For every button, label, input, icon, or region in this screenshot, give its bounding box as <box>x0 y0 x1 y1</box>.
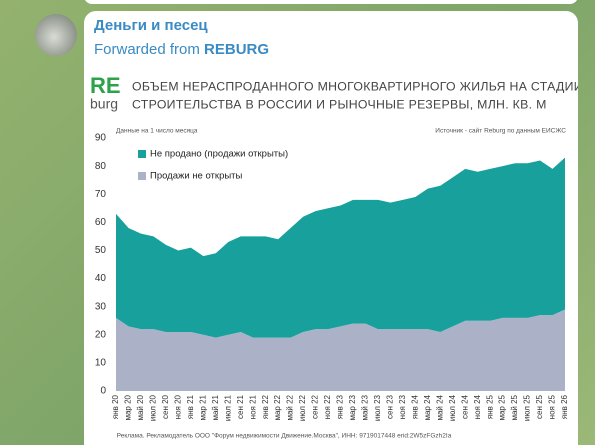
y-tick-label: 80 <box>95 161 107 172</box>
x-tick-label: ноя 25 <box>548 394 557 419</box>
x-tick-label: июл 23 <box>373 394 382 421</box>
x-tick-label: ноя 21 <box>248 394 257 419</box>
x-tick-label: июл 22 <box>298 394 307 421</box>
y-tick-label: 50 <box>95 245 107 256</box>
x-tick-label: май 24 <box>435 394 444 420</box>
legend-swatch <box>138 150 146 158</box>
channel-name[interactable]: Деньги и песец <box>94 17 208 34</box>
chart-title: СТРОИТЕЛЬСТВА В РОССИИ И РЫНОЧНЫЕ РЕЗЕРВ… <box>132 97 547 111</box>
y-tick-label: 10 <box>95 358 107 369</box>
forwarded-prefix: Forwarded from <box>94 41 200 58</box>
x-tick-label: янв 25 <box>485 394 494 419</box>
x-tick-label: ноя 24 <box>473 394 482 419</box>
area <box>116 309 565 391</box>
legend-label: Продажи не открыты <box>150 171 243 182</box>
x-tick-label: июл 24 <box>448 394 457 421</box>
x-tick-label: сен 21 <box>236 394 245 419</box>
y-tick-label: 70 <box>95 189 107 200</box>
x-tick-label: май 21 <box>211 394 220 420</box>
x-tick-label: мар 25 <box>498 394 507 420</box>
x-tick-label: ноя 22 <box>323 394 332 419</box>
x-tick-label: янв 20 <box>111 394 120 419</box>
x-tick-label: мар 21 <box>198 394 207 420</box>
x-tick-label: июл 21 <box>223 394 232 421</box>
logo-top: RE <box>90 73 121 98</box>
y-tick-label: 30 <box>95 301 107 312</box>
x-tick-label: май 20 <box>136 394 145 420</box>
x-tick-label: янв 22 <box>261 394 270 419</box>
x-tick-label: мар 24 <box>423 394 432 420</box>
y-tick-label: 90 <box>95 133 107 144</box>
x-tick-label: сен 20 <box>161 394 170 419</box>
x-tick-label: ноя 23 <box>398 394 407 419</box>
forwarded-source[interactable]: REBURG <box>204 41 270 58</box>
footer: Реклама. Рекламодатель ООО "Форум недвиж… <box>117 433 452 440</box>
x-tick-label: янв 24 <box>410 394 419 419</box>
avatar[interactable] <box>35 14 77 56</box>
area <box>116 157 565 338</box>
legend-label: Не продано (продажи открыты) <box>150 149 288 160</box>
forwarded[interactable]: Forwarded from REBURG <box>94 41 269 58</box>
y-tick-label: 0 <box>100 386 106 397</box>
x-tick-label: сен 24 <box>460 394 469 419</box>
x-tick-label: май 23 <box>361 394 370 420</box>
y-tick-label: 20 <box>95 329 107 340</box>
x-tick-label: мар 20 <box>124 394 133 420</box>
x-tick-label: май 25 <box>510 394 519 420</box>
x-tick-label: янв 21 <box>186 394 195 419</box>
legend-swatch <box>138 172 146 180</box>
x-tick-label: сен 25 <box>535 394 544 419</box>
prev-message <box>84 0 578 4</box>
x-tick-label: мар 23 <box>348 394 357 420</box>
x-tick-label: июл 25 <box>523 394 532 421</box>
chart: RE burg ОБЪЕМ НЕРАСПРОДАННОГО МНОГОКВАРТ… <box>84 68 578 445</box>
x-tick-label: янв 23 <box>336 394 345 419</box>
x-tick-label: июл 20 <box>149 394 158 421</box>
note: Данные на 1 число месяца <box>116 128 198 135</box>
y-tick-label: 60 <box>95 217 107 228</box>
logo-bottom: burg <box>90 96 118 112</box>
chart-title: ОБЪЕМ НЕРАСПРОДАННОГО МНОГОКВАРТИРНОГО Ж… <box>132 79 578 93</box>
y-tick-label: 40 <box>95 273 107 284</box>
x-tick-label: мар 22 <box>273 394 282 420</box>
x-tick-label: сен 23 <box>385 394 394 419</box>
source: Источник - сайт Reburg по данным ЕИСЖС <box>435 127 566 135</box>
x-tick-label: ноя 20 <box>173 394 182 419</box>
x-tick-label: сен 22 <box>311 394 320 419</box>
x-tick-label: янв 26 <box>560 394 569 419</box>
x-tick-label: май 22 <box>286 394 295 420</box>
